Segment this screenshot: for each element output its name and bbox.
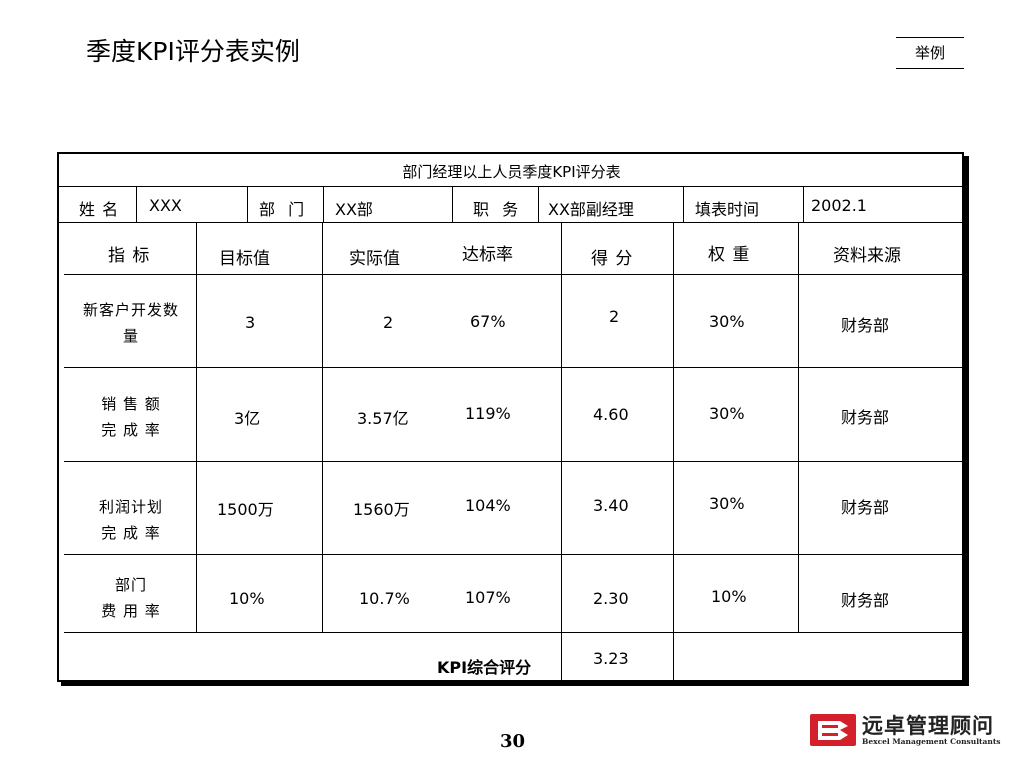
- col-divider: [323, 186, 324, 222]
- row4-indicator: 部门 费 用 率: [67, 572, 195, 624]
- row-divider: [59, 222, 964, 223]
- header-score: 得 分: [591, 249, 634, 269]
- header-source: 资料来源: [833, 246, 901, 266]
- date-label: 填表时间: [695, 200, 760, 219]
- row2-score: 4.60: [593, 405, 629, 424]
- col-divider: [561, 222, 562, 682]
- row3-rate: 104%: [465, 496, 511, 515]
- row3-score: 3.40: [593, 496, 629, 515]
- row3-weight: 30%: [709, 494, 745, 513]
- col-divider: [683, 186, 684, 222]
- row-divider: [64, 274, 964, 275]
- row-divider: [64, 632, 964, 633]
- row1-target: 3: [245, 313, 256, 332]
- row2-indicator: 销 售 额 完 成 率: [67, 391, 195, 443]
- col-divider: [452, 186, 453, 222]
- example-tag: 举例: [896, 37, 964, 69]
- row1-rate: 67%: [470, 312, 506, 331]
- row3-indicator: 利润计划 完 成 率: [67, 494, 195, 546]
- name-value: XXX: [149, 196, 182, 215]
- row-divider: [64, 461, 964, 462]
- col-divider: [322, 222, 323, 632]
- header-rate: 达标率: [462, 245, 513, 265]
- name-label: 姓 名: [79, 200, 120, 219]
- header-weight: 权 重: [708, 245, 751, 265]
- row-divider: [59, 186, 964, 187]
- logo-chinese-text: 远卓管理顾问: [862, 713, 994, 738]
- date-value: 2002.1: [811, 196, 867, 215]
- header-actual: 实际值: [349, 249, 400, 269]
- row1-indicator: 新客户开发数 量: [67, 297, 195, 349]
- col-divider: [803, 186, 804, 222]
- row1-score: 2: [609, 307, 620, 326]
- row4-target: 10%: [229, 589, 265, 608]
- header-indicator: 指 标: [108, 246, 151, 266]
- row4-weight: 10%: [711, 587, 747, 606]
- position-value: XX部副经理: [548, 200, 634, 219]
- dept-label: 部 门: [259, 200, 309, 219]
- logo-english-text: Bexcel Management Consultants: [862, 737, 1001, 746]
- row3-source: 财务部: [841, 498, 890, 517]
- row-divider: [64, 367, 964, 368]
- row2-weight: 30%: [709, 404, 745, 423]
- dept-value: XX部: [335, 200, 373, 219]
- row-divider: [64, 554, 964, 555]
- row2-rate: 119%: [465, 404, 511, 423]
- position-label: 职 务: [473, 200, 523, 219]
- kpi-table: 部门经理以上人员季度KPI评分表 姓 名 XXX 部 门 XX部 职 务 XX部…: [57, 152, 964, 682]
- slide-title: 季度KPI评分表实例: [86, 37, 300, 66]
- row4-score: 2.30: [593, 589, 629, 608]
- row2-source: 财务部: [841, 408, 890, 427]
- row1-actual: 2: [383, 313, 394, 332]
- col-divider: [247, 186, 248, 222]
- row4-rate: 107%: [465, 588, 511, 607]
- row4-source: 财务部: [841, 591, 890, 610]
- row1-source: 财务部: [841, 316, 890, 335]
- total-value: 3.23: [593, 649, 629, 668]
- row1-indicator-text: 新客户开发数 量: [82, 301, 179, 345]
- row2-actual: 3.57亿: [357, 409, 409, 428]
- row1-weight: 30%: [709, 312, 745, 331]
- row4-actual: 10.7%: [359, 589, 410, 608]
- row2-target: 3亿: [234, 409, 261, 428]
- row2-indicator-text: 销 售 额 完 成 率: [101, 395, 161, 439]
- row3-target: 1500万: [217, 500, 274, 519]
- col-divider: [673, 222, 674, 682]
- col-divider: [196, 222, 197, 632]
- row3-actual: 1560万: [353, 500, 410, 519]
- total-label: KPI综合评分: [437, 658, 532, 677]
- row3-indicator-text: 利润计划 完 成 率: [98, 498, 163, 542]
- page-number: 30: [500, 731, 526, 752]
- bexcel-logo-icon: [810, 714, 856, 746]
- col-divider: [798, 222, 799, 632]
- header-target: 目标值: [219, 249, 270, 269]
- row4-indicator-text: 部门 费 用 率: [101, 576, 161, 620]
- col-divider: [538, 186, 539, 222]
- col-divider: [136, 186, 137, 222]
- table-caption: 部门经理以上人员季度KPI评分表: [402, 163, 621, 181]
